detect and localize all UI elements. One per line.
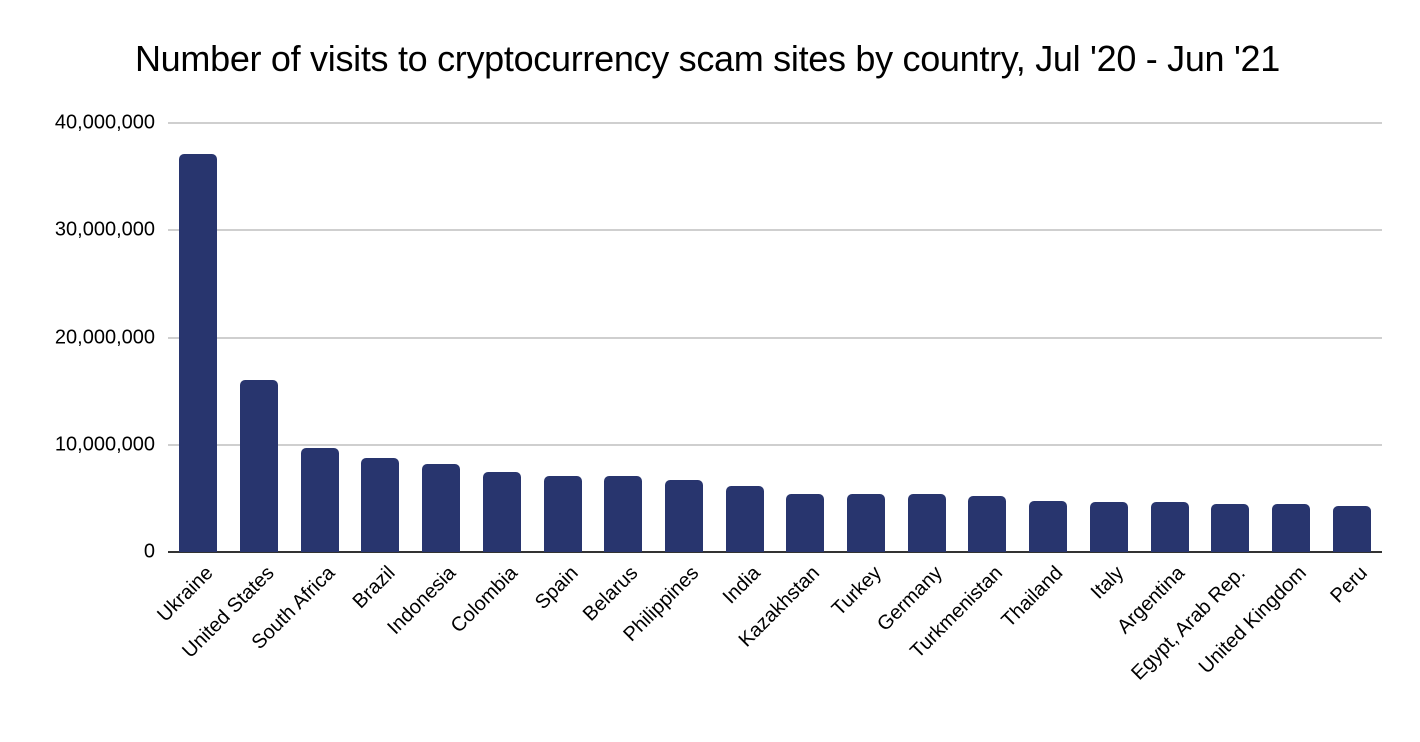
bar <box>1271 503 1310 552</box>
bar <box>179 154 218 552</box>
x-tick-label: Colombia <box>446 562 522 638</box>
bar <box>907 494 946 552</box>
x-tick-label: Italy <box>1086 562 1129 604</box>
bar <box>968 496 1007 552</box>
bar <box>482 471 521 552</box>
x-tick-label: Thailand <box>997 562 1068 632</box>
bar <box>240 380 279 552</box>
gridline <box>168 443 1382 446</box>
bar <box>422 464 461 552</box>
plot-area <box>168 122 1382 553</box>
y-tick-label: 10,000,000 <box>54 433 155 456</box>
x-tick-label: Brazil <box>349 562 401 613</box>
x-axis-line <box>168 551 1382 553</box>
bar <box>361 457 400 552</box>
gridline <box>168 336 1382 339</box>
bar <box>1211 503 1250 552</box>
bar <box>300 447 339 552</box>
y-tick-label: 40,000,000 <box>54 111 155 134</box>
bar <box>1029 500 1068 552</box>
bar <box>543 475 582 552</box>
bar <box>664 480 703 552</box>
bar <box>847 494 886 552</box>
gridline <box>168 229 1382 232</box>
y-tick-label: 0 <box>143 540 155 563</box>
bar <box>786 494 825 552</box>
x-tick-label: Spain <box>530 562 583 614</box>
x-tick-label: Turkey <box>827 562 886 621</box>
x-tick-label: United Kingdom <box>1194 562 1311 679</box>
bar <box>604 475 643 552</box>
bar <box>1150 501 1189 552</box>
y-tick-label: 30,000,000 <box>54 218 155 241</box>
bar <box>725 485 764 552</box>
chart-title: Number of visits to cryptocurrency scam … <box>134 38 1280 79</box>
bar <box>1332 505 1371 552</box>
y-tick-label: 20,000,000 <box>54 326 155 348</box>
x-tick-label: Peru <box>1326 562 1372 608</box>
gridline <box>168 122 1382 124</box>
x-tick-label: India <box>718 562 765 609</box>
bar <box>1089 501 1128 552</box>
